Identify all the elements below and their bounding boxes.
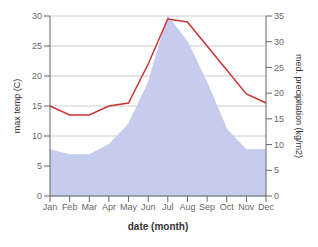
svg-text:0: 0 — [274, 191, 279, 201]
svg-text:25: 25 — [274, 63, 284, 73]
svg-text:30: 30 — [274, 37, 284, 47]
svg-text:20: 20 — [32, 71, 42, 81]
svg-text:0: 0 — [37, 191, 42, 201]
svg-text:Jul: Jul — [162, 202, 174, 212]
svg-text:15: 15 — [274, 114, 284, 124]
svg-text:Sep: Sep — [199, 202, 215, 212]
svg-text:Feb: Feb — [62, 202, 78, 212]
svg-text:date (month): date (month) — [128, 221, 189, 232]
svg-text:Apr: Apr — [102, 202, 116, 212]
svg-text:15: 15 — [32, 101, 42, 111]
svg-text:Jun: Jun — [141, 202, 156, 212]
svg-text:10: 10 — [32, 131, 42, 141]
svg-text:30: 30 — [32, 11, 42, 21]
svg-text:5: 5 — [37, 161, 42, 171]
svg-text:Dec: Dec — [258, 202, 275, 212]
svg-text:10: 10 — [274, 140, 284, 150]
svg-text:Oct: Oct — [220, 202, 235, 212]
svg-text:20: 20 — [274, 88, 284, 98]
svg-text:May: May — [120, 202, 138, 212]
svg-text:Mar: Mar — [82, 202, 98, 212]
svg-text:35: 35 — [274, 11, 284, 21]
svg-text:Aug: Aug — [179, 202, 195, 212]
svg-text:med. precipitation (kg/m2): med. precipitation (kg/m2) — [294, 54, 304, 158]
svg-text:5: 5 — [274, 165, 279, 175]
svg-text:25: 25 — [32, 41, 42, 51]
svg-text:Jan: Jan — [43, 202, 58, 212]
svg-text:Nov: Nov — [238, 202, 255, 212]
svg-text:max temp (C): max temp (C) — [12, 79, 22, 134]
